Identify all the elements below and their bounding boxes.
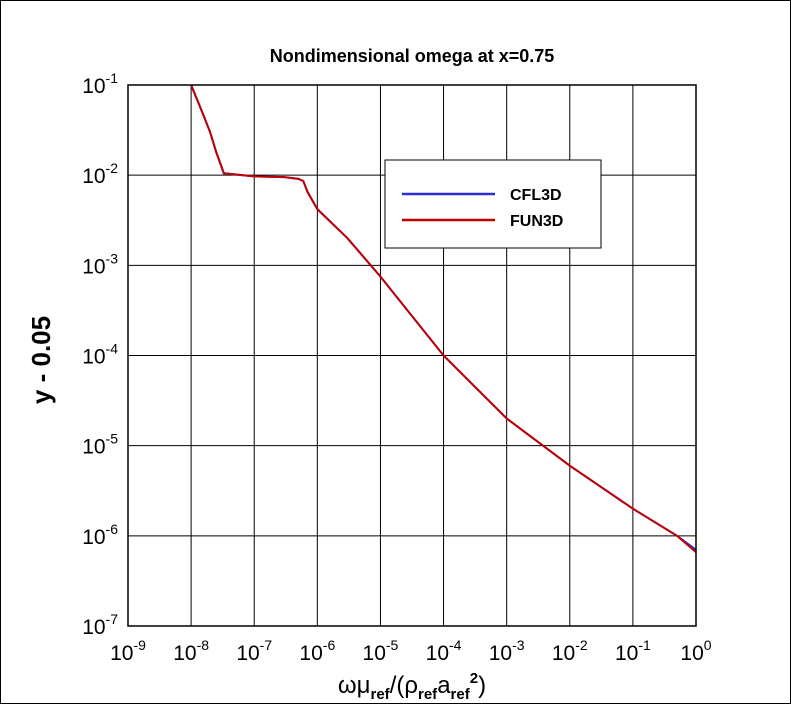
x-tick-label: 10-4 xyxy=(426,637,462,665)
y-tick-label: 10-5 xyxy=(82,431,118,459)
legend-box xyxy=(384,159,602,249)
x-tick-label: 10-9 xyxy=(110,637,146,665)
y-tick-label: 10-2 xyxy=(82,160,118,188)
plot-border xyxy=(127,84,697,627)
x-tick-label: 100 xyxy=(680,637,711,665)
x-axis-label: ωμref/(ρrefaref2) xyxy=(338,670,486,703)
x-tick-label: 10-7 xyxy=(236,637,272,665)
chart-title: Nondimensional omega at x=0.75 xyxy=(270,46,555,66)
x-tick-label: 10-8 xyxy=(173,637,209,665)
x-tick-label: 10-1 xyxy=(615,637,651,665)
y-tick-label: 10-7 xyxy=(82,611,118,639)
x-tick-label: 10-2 xyxy=(552,637,588,665)
y-tick-label: 10-3 xyxy=(82,250,118,278)
y-tick-label: 10-6 xyxy=(82,521,118,549)
y-tick-label: 10-4 xyxy=(82,341,118,369)
legend-label: CFL3D xyxy=(510,187,562,204)
legend-label: FUN3D xyxy=(510,213,563,230)
series-line xyxy=(190,84,697,553)
y-tick-label: 10-1 xyxy=(82,70,118,98)
x-tick-label: 10-3 xyxy=(489,637,525,665)
y-axis-label: y - 0.05 xyxy=(26,316,56,404)
x-tick-label: 10-5 xyxy=(363,637,399,665)
x-tick-label: 10-6 xyxy=(299,637,335,665)
